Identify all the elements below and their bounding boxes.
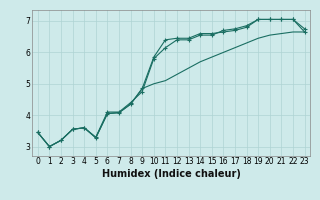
- X-axis label: Humidex (Indice chaleur): Humidex (Indice chaleur): [102, 169, 241, 179]
